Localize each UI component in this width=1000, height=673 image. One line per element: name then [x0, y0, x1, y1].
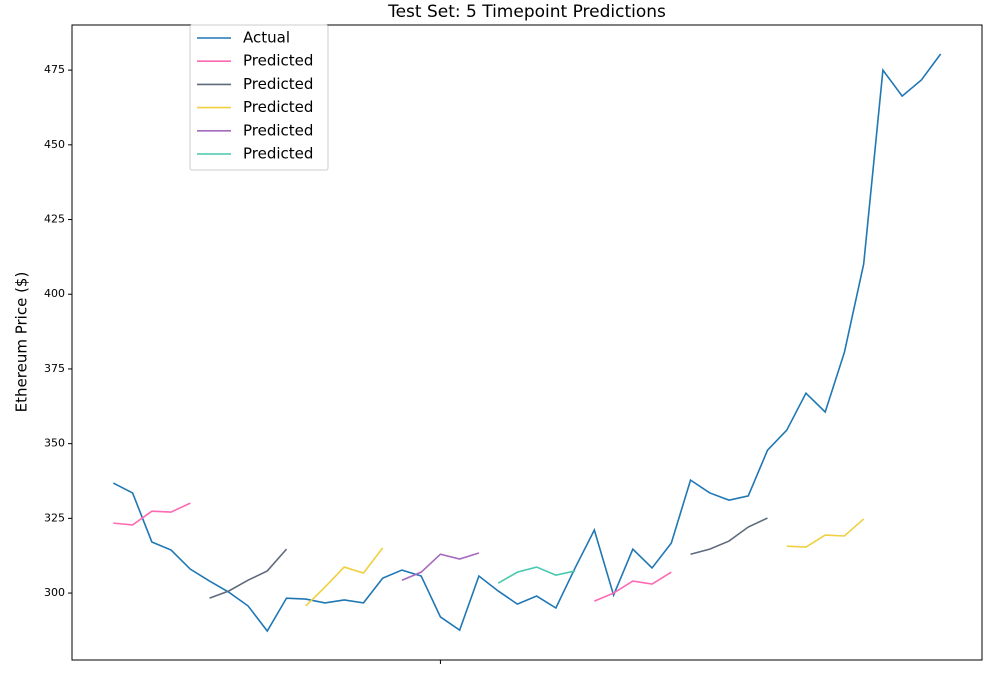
- series-line: [209, 517, 768, 599]
- y-tick-label: 375: [44, 362, 65, 375]
- series-line: [497, 566, 576, 584]
- y-tick-label: 450: [44, 138, 65, 151]
- legend-label: Actual: [243, 29, 290, 47]
- y-tick-label: 475: [44, 63, 65, 76]
- y-tick-label: 300: [44, 586, 65, 599]
- series-line: [305, 518, 865, 607]
- y-tick-label: 400: [44, 287, 65, 300]
- legend-label: Predicted: [243, 75, 313, 93]
- legend-label: Predicted: [243, 145, 313, 163]
- plot-frame: [71, 24, 983, 661]
- legend-label: Predicted: [243, 52, 313, 70]
- y-tick-label: 425: [44, 213, 65, 226]
- y-tick-label: 325: [44, 511, 65, 524]
- y-tick-label: 350: [44, 437, 65, 450]
- series-line: [112, 53, 942, 633]
- legend: Actual Predicted Predicted Predicted Predict…: [189, 24, 329, 171]
- legend-label: Predicted: [243, 98, 313, 116]
- y-axis-label: Ethereum Price ($): [13, 272, 31, 413]
- series-line: [113, 502, 672, 602]
- legend-label: Predicted: [243, 121, 313, 139]
- series-line: [401, 552, 480, 581]
- chart-title: Test Set: 5 Timepoint Predictions: [387, 2, 666, 22]
